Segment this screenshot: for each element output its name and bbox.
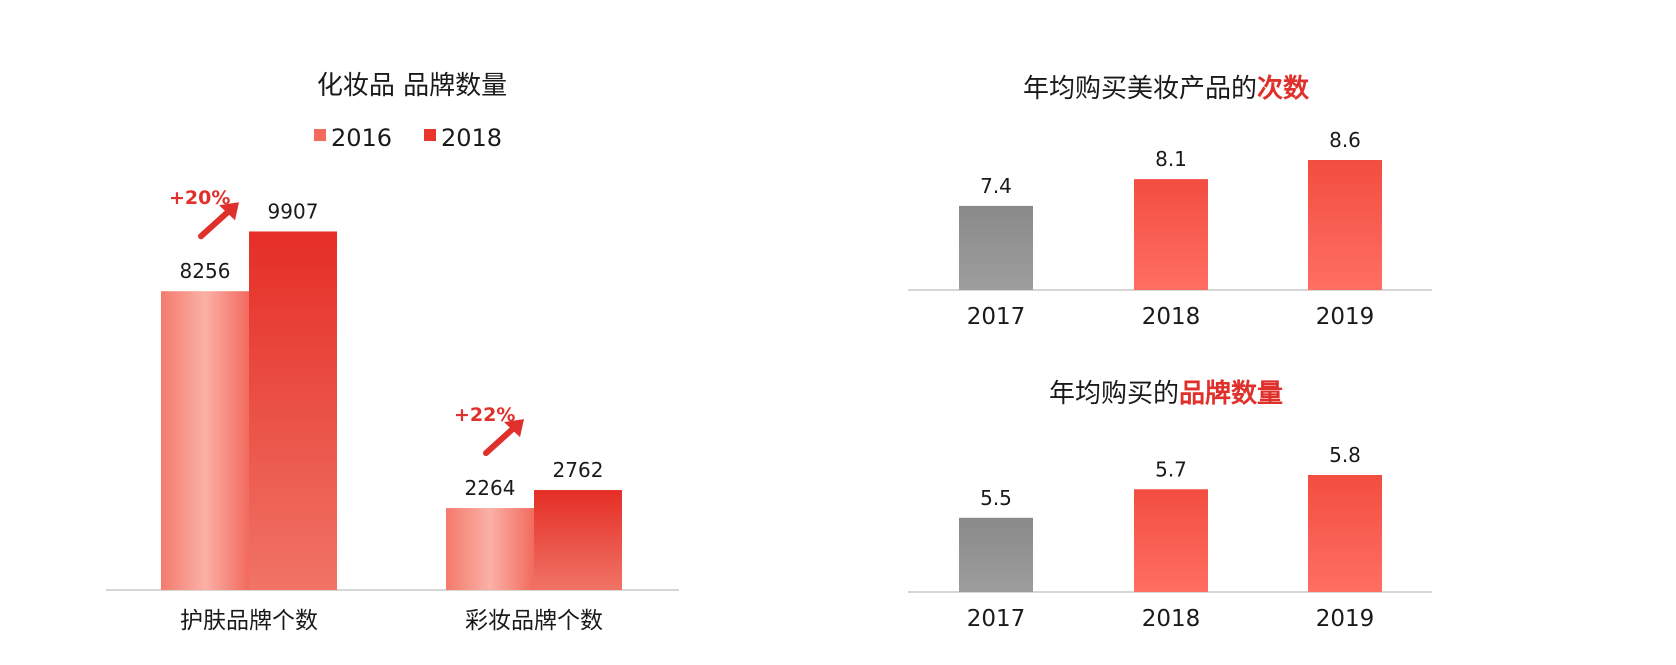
- chart2-bar-2017: [959, 205, 1033, 290]
- bar-2018-1: [534, 490, 622, 590]
- chart3-bar-2017: [959, 517, 1033, 592]
- bar-2016-0: [161, 291, 249, 590]
- chart2-marks: 7.4 2017 8.1 2018 8.6 2019: [959, 128, 1382, 330]
- chart2-bar-2019: [1308, 160, 1382, 290]
- chart3-title-main: 年均购买的: [1049, 379, 1179, 409]
- chart2-category-label-2018: 2018: [1142, 304, 1201, 330]
- brand-quantity-chart: 年均购买的品牌数量 5.5 2017 5.7 2018 5.8 2019: [908, 378, 1432, 632]
- chart2-category-label-2019: 2019: [1316, 304, 1375, 330]
- growth-arrow-shaft-0: [198, 205, 235, 240]
- brand-count-chart: 化妆品 品牌数量 2016 2018 8256 9907 护肤品牌个数 +20% 226…: [106, 71, 679, 634]
- chart3-category-label-2018: 2018: [1142, 606, 1201, 632]
- chart2-value-label-2018: 8.1: [1155, 147, 1187, 171]
- chart2-title-main: 年均购买美妆产品的: [1023, 74, 1257, 104]
- chart3-value-label-2019: 5.8: [1329, 443, 1361, 467]
- bar-2018-0: [249, 231, 337, 591]
- chart2-value-label-2017: 7.4: [980, 174, 1012, 198]
- chart2-title: 年均购买美妆产品的次数: [1023, 74, 1310, 104]
- chart2-bar-2018: [1134, 179, 1208, 290]
- legend-label-2018: 2018: [441, 124, 502, 152]
- growth-arrow-shaft-1: [483, 422, 520, 457]
- chart1-marks: 8256 9907 护肤品牌个数 +20% 2264 2762 彩妆品牌个数 +22%: [161, 187, 622, 634]
- chart3-value-label-2017: 5.5: [980, 486, 1012, 510]
- chart3-category-label-2017: 2017: [967, 606, 1026, 632]
- value-label-2016-1: 2264: [465, 476, 516, 500]
- chart2-title-highlight: 次数: [1257, 74, 1310, 104]
- category-label-1: 彩妆品牌个数: [465, 608, 603, 634]
- growth-arrow-head-1: [504, 419, 524, 438]
- chart3-marks: 5.5 2017 5.7 2018 5.8 2019: [959, 443, 1382, 632]
- chart1-legend: 2016 2018: [314, 124, 502, 152]
- chart3-bar-2019: [1308, 475, 1382, 592]
- growth-label-0: +20%: [169, 187, 230, 209]
- chart1-title: 化妆品 品牌数量: [317, 71, 507, 101]
- value-label-2018-1: 2762: [553, 458, 604, 482]
- chart3-bar-2018: [1134, 489, 1208, 592]
- purchase-times-chart: 年均购买美妆产品的次数 7.4 2017 8.1 2018 8.6 2019: [908, 74, 1432, 330]
- chart2-category-label-2017: 2017: [967, 304, 1026, 330]
- value-label-2018-0: 9907: [268, 199, 319, 223]
- legend-swatch-2018: [424, 129, 436, 141]
- chart3-title-highlight: 品牌数量: [1179, 378, 1283, 409]
- legend-swatch-2016: [314, 129, 326, 141]
- bar-2016-1: [446, 508, 534, 590]
- value-label-2016-0: 8256: [180, 259, 231, 283]
- chart3-category-label-2019: 2019: [1316, 606, 1375, 632]
- chart3-value-label-2018: 5.7: [1155, 457, 1187, 481]
- growth-arrow-head-0: [219, 202, 239, 221]
- category-label-0: 护肤品牌个数: [180, 608, 318, 634]
- chart2-value-label-2019: 8.6: [1329, 128, 1361, 152]
- growth-label-1: +22%: [454, 404, 515, 426]
- chart3-title: 年均购买的品牌数量: [1049, 378, 1283, 409]
- legend-label-2016: 2016: [331, 124, 392, 152]
